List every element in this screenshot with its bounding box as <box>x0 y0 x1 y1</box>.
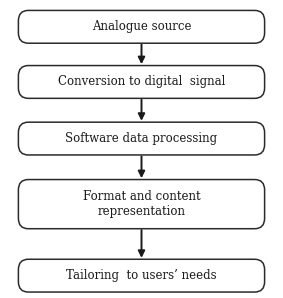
Text: Analogue source: Analogue source <box>92 20 191 33</box>
FancyBboxPatch shape <box>18 179 265 229</box>
FancyBboxPatch shape <box>18 259 265 292</box>
Text: Tailoring  to users’ needs: Tailoring to users’ needs <box>66 269 217 282</box>
FancyBboxPatch shape <box>18 66 265 98</box>
FancyBboxPatch shape <box>18 122 265 155</box>
FancyBboxPatch shape <box>18 10 265 43</box>
Text: Software data processing: Software data processing <box>65 132 218 145</box>
Text: Conversion to digital  signal: Conversion to digital signal <box>58 75 225 89</box>
Text: Format and content
representation: Format and content representation <box>83 190 200 218</box>
